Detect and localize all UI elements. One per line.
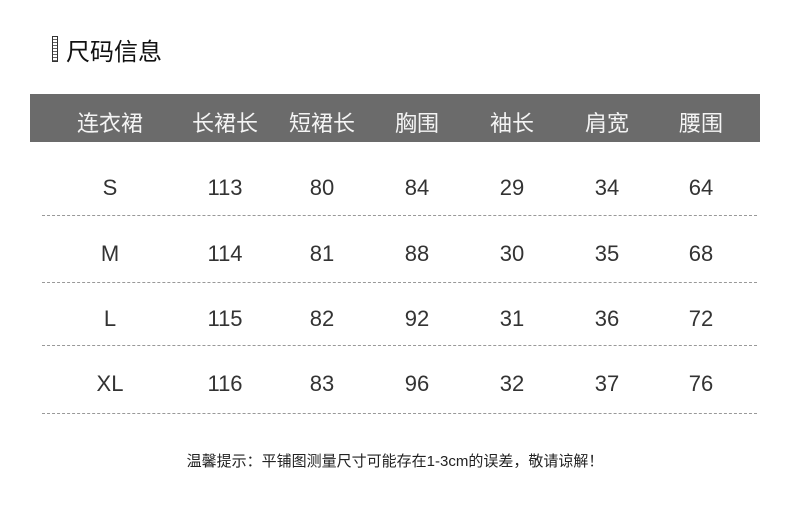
table-cell: 83 — [309, 371, 335, 396]
table-cell: 115 — [207, 306, 243, 331]
table-cell: 34 — [594, 175, 620, 200]
row-divider — [42, 345, 757, 346]
row-divider — [42, 413, 757, 414]
ruler-icon — [52, 36, 58, 62]
table-cell: XL — [96, 371, 124, 396]
table-cell: 92 — [404, 306, 430, 331]
table-cell: 64 — [688, 175, 714, 200]
disclaimer-note: 温馨提示：平铺图测量尺寸可能存在1-3cm的误差，敬请谅解！ — [186, 453, 604, 470]
table-cell: 96 — [404, 371, 430, 396]
table-cell: 30 — [499, 241, 525, 266]
table-header: 连衣裙 长裙长 短裙长 胸围 袖长 肩宽 腰围 — [30, 94, 760, 142]
table-cell: 32 — [499, 371, 525, 396]
table-cell: 37 — [594, 371, 620, 396]
section-title-text: 尺码信息 — [66, 38, 162, 66]
table-row: M 114 81 88 30 35 68 — [0, 239, 790, 269]
table-row: S 113 80 84 29 34 64 — [0, 173, 790, 203]
table-cell: 35 — [594, 241, 620, 266]
column-header: 胸围 — [394, 111, 440, 136]
table-cell: 82 — [309, 306, 335, 331]
table-cell: S — [102, 175, 118, 200]
row-divider — [42, 282, 757, 283]
column-header: 肩宽 — [584, 111, 630, 136]
table-row: L 115 82 92 31 36 72 — [0, 304, 790, 334]
column-header: 短裙长 — [288, 111, 356, 136]
column-header: 连衣裙 — [76, 111, 144, 136]
column-header: 长裙长 — [191, 111, 259, 136]
table-cell: 29 — [499, 175, 525, 200]
table-cell: 84 — [404, 175, 430, 200]
table-cell: 36 — [594, 306, 620, 331]
table-cell: 68 — [688, 241, 714, 266]
table-cell: 116 — [207, 371, 243, 396]
row-divider — [42, 215, 757, 216]
table-cell: 31 — [499, 306, 525, 331]
column-header: 腰围 — [678, 111, 724, 136]
table-cell: 72 — [688, 306, 714, 331]
section-title: 尺码信息 — [52, 32, 162, 66]
table-row: XL 116 83 96 32 37 76 — [0, 369, 790, 399]
table-cell: 81 — [309, 241, 335, 266]
table-cell: 76 — [688, 371, 714, 396]
table-cell: 114 — [207, 241, 243, 266]
table-cell: 113 — [207, 175, 243, 200]
column-header: 袖长 — [489, 111, 535, 136]
table-cell: 80 — [309, 175, 335, 200]
table-cell: L — [103, 306, 117, 331]
table-cell: 88 — [404, 241, 430, 266]
table-cell: M — [100, 241, 120, 266]
